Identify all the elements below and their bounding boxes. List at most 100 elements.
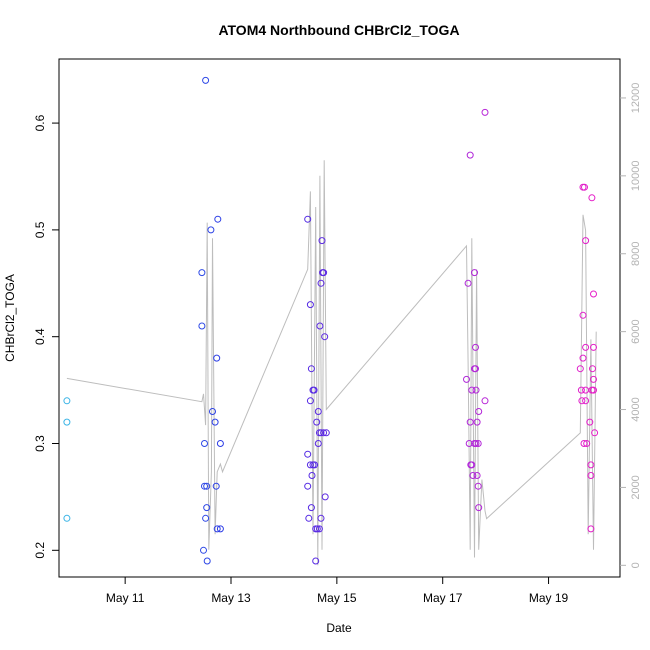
data-point bbox=[579, 311, 587, 319]
x-tick-label: May 11 bbox=[106, 591, 145, 605]
data-point bbox=[63, 514, 71, 522]
y-axis: 0.2 0.3 0.4 0.5 0.6 bbox=[33, 114, 59, 559]
data-point bbox=[590, 386, 597, 394]
data-point bbox=[198, 322, 206, 330]
data-point bbox=[198, 269, 206, 277]
data-point bbox=[586, 418, 594, 426]
plot-frame bbox=[58, 58, 621, 578]
points-layer bbox=[63, 76, 599, 565]
data-point bbox=[577, 386, 585, 394]
data-point bbox=[469, 472, 477, 479]
data-point bbox=[465, 440, 473, 447]
data-point bbox=[589, 365, 596, 373]
x-tick-label: May 13 bbox=[211, 591, 251, 605]
chart-title: ATOM4 Northbound CHBrCl2_TOGA bbox=[218, 22, 459, 38]
data-point bbox=[313, 525, 321, 533]
data-point bbox=[475, 504, 483, 512]
data-point bbox=[312, 557, 320, 565]
data-point bbox=[308, 472, 316, 479]
data-point bbox=[580, 440, 588, 447]
data-point bbox=[304, 482, 312, 490]
data-point bbox=[466, 151, 474, 159]
y-tick-label: 0.3 bbox=[33, 435, 47, 452]
data-point bbox=[306, 461, 314, 469]
data-point bbox=[473, 472, 481, 479]
data-point bbox=[582, 343, 590, 351]
right-y-tick-label: 8000 bbox=[630, 241, 642, 265]
right-y-axis: 0 2000 4000 6000 8000 10000 12000 bbox=[620, 83, 642, 568]
data-point bbox=[209, 408, 216, 415]
data-point bbox=[306, 301, 314, 309]
altitude-line bbox=[66, 160, 597, 566]
data-point bbox=[322, 429, 330, 437]
data-point bbox=[590, 375, 597, 383]
data-point bbox=[313, 418, 321, 426]
data-point bbox=[318, 237, 326, 245]
data-point bbox=[314, 408, 322, 415]
data-point bbox=[216, 525, 224, 533]
data-point bbox=[583, 440, 591, 447]
x-tick-label: May 19 bbox=[529, 591, 569, 605]
data-point bbox=[463, 375, 470, 383]
data-point bbox=[306, 397, 314, 405]
data-point bbox=[63, 397, 71, 405]
data-point bbox=[320, 429, 328, 437]
y-tick-label: 0.2 bbox=[33, 542, 47, 559]
data-point bbox=[579, 354, 587, 362]
data-point bbox=[316, 322, 324, 330]
data-point bbox=[481, 108, 489, 116]
data-point bbox=[213, 525, 221, 533]
x-axis: May 11 May 13 May 15 May 17 May 19 bbox=[106, 577, 569, 605]
data-point bbox=[464, 279, 472, 287]
data-point bbox=[472, 440, 480, 447]
y-tick-label: 0.6 bbox=[33, 114, 47, 131]
altitude-line-layer bbox=[66, 160, 597, 566]
data-point bbox=[305, 514, 313, 522]
data-point bbox=[202, 76, 210, 84]
right-y-tick-label: 10000 bbox=[630, 161, 642, 192]
right-y-tick-label: 4000 bbox=[630, 397, 642, 421]
data-point bbox=[473, 418, 481, 426]
x-tick-label: May 15 bbox=[317, 591, 357, 605]
y-tick-label: 0.5 bbox=[33, 221, 47, 238]
data-point bbox=[471, 269, 478, 277]
data-point bbox=[590, 290, 597, 298]
data-point bbox=[203, 557, 211, 565]
data-point bbox=[576, 365, 584, 373]
data-point bbox=[472, 343, 479, 351]
data-point bbox=[216, 440, 224, 447]
data-point bbox=[321, 333, 329, 341]
data-point bbox=[588, 194, 596, 202]
data-point bbox=[466, 418, 474, 426]
data-point bbox=[317, 429, 325, 437]
data-point bbox=[581, 183, 588, 191]
data-point bbox=[472, 386, 480, 394]
data-point bbox=[582, 237, 590, 245]
data-point bbox=[207, 226, 215, 234]
data-point bbox=[587, 472, 595, 479]
data-point bbox=[475, 408, 483, 415]
data-point bbox=[587, 461, 595, 469]
data-point bbox=[202, 514, 210, 522]
data-point bbox=[481, 397, 489, 405]
data-point bbox=[203, 482, 211, 490]
data-point bbox=[307, 365, 315, 373]
data-point bbox=[317, 514, 325, 522]
data-point bbox=[582, 397, 590, 405]
data-point bbox=[63, 418, 71, 426]
data-point bbox=[321, 493, 329, 501]
data-point bbox=[213, 354, 221, 362]
data-point bbox=[590, 343, 597, 351]
data-point bbox=[582, 386, 590, 394]
data-point bbox=[314, 440, 322, 447]
data-point bbox=[578, 397, 586, 405]
data-point bbox=[317, 279, 325, 287]
data-point bbox=[320, 269, 328, 277]
data-point bbox=[211, 418, 219, 426]
y-tick-label: 0.4 bbox=[33, 328, 47, 345]
data-point bbox=[304, 450, 312, 458]
data-point bbox=[587, 525, 595, 533]
y-axis-label: CHBrCl2_TOGA bbox=[3, 274, 17, 362]
data-point bbox=[474, 440, 482, 447]
